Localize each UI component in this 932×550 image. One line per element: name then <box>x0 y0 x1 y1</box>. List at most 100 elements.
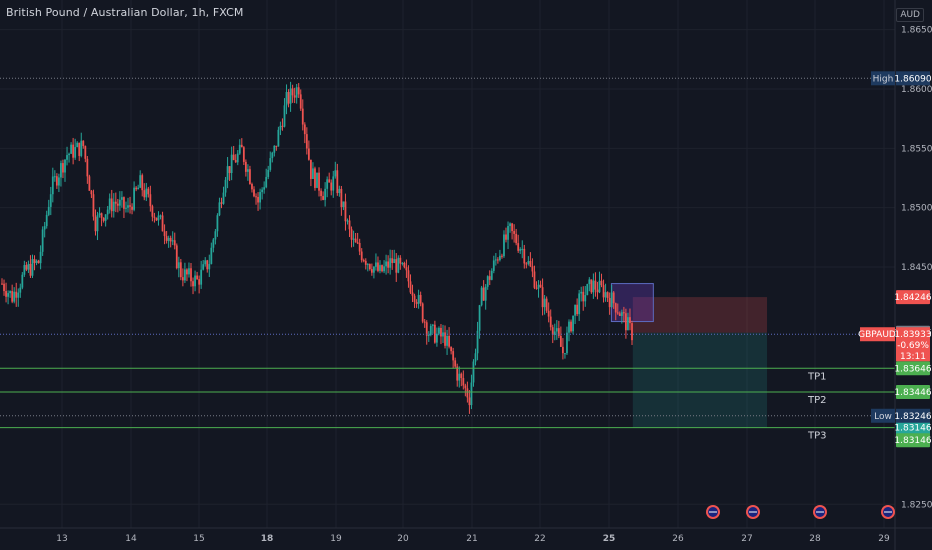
y-tick-label: 1.86500 <box>901 26 932 36</box>
candle-body <box>324 188 327 200</box>
candle-body <box>135 187 138 190</box>
x-axis[interactable]: 13 14 15 18 19 20 21 22 25 26 27 28 29 <box>0 527 932 544</box>
price-tag-text: 1.83446 <box>894 388 931 398</box>
candle-body <box>43 226 46 230</box>
event-icons[interactable] <box>706 505 895 519</box>
candle-body <box>529 261 532 267</box>
price-tag-bg <box>896 361 930 376</box>
candle-body <box>446 335 448 346</box>
event-flag-icon[interactable] <box>881 505 895 519</box>
candle-body <box>559 335 562 347</box>
candle-body <box>582 291 585 302</box>
candle-body <box>519 249 522 251</box>
candle-body <box>330 182 333 191</box>
candle-body <box>29 263 32 276</box>
candle-body <box>391 258 394 263</box>
candle-body <box>123 197 125 209</box>
y-axis[interactable]: 1.86500 1.86000 1.85500 1.85000 1.84500 1.825… <box>894 0 932 550</box>
candle-body <box>574 304 576 316</box>
candle-body <box>336 170 339 194</box>
candle-body <box>598 280 601 293</box>
candle-body <box>253 189 255 197</box>
candle-body <box>499 255 501 261</box>
candle-body <box>200 269 203 285</box>
symbol-tag: GBPAUD <box>858 330 896 340</box>
candle-body <box>438 327 440 334</box>
currency-label[interactable]: AUD <box>896 8 924 22</box>
candle-body <box>68 153 70 156</box>
candle-body <box>204 260 207 265</box>
candle-body <box>531 266 534 272</box>
candle-body <box>612 292 615 304</box>
price-tag-bg <box>896 420 930 435</box>
event-flag-icon[interactable] <box>706 505 720 519</box>
candle-body <box>387 261 390 268</box>
candle-body <box>226 166 229 180</box>
candle-body <box>222 192 225 204</box>
tp-label: TP3 <box>807 431 827 442</box>
candle-body <box>269 158 272 170</box>
candle-body <box>88 176 91 191</box>
y-tick-label: 1.82500 <box>901 500 932 510</box>
candle-body <box>389 258 392 268</box>
candle-body <box>521 248 524 250</box>
candle-body <box>503 234 505 257</box>
candle-body <box>480 287 483 306</box>
candle-body <box>608 298 611 308</box>
candle-body <box>464 385 467 389</box>
candle-body <box>214 231 217 240</box>
candle-body <box>283 105 286 127</box>
candle-body <box>216 215 219 232</box>
price-tag-text: 1.84246 <box>894 293 931 303</box>
candle-body <box>25 265 28 270</box>
candle-body <box>64 159 66 173</box>
candle-body <box>236 153 239 163</box>
candle-body <box>94 216 97 232</box>
candle-body <box>106 209 109 215</box>
candle-body <box>399 257 402 264</box>
candles <box>1 81 633 414</box>
candle-body <box>407 270 410 282</box>
candle-body <box>184 269 186 281</box>
candle-body <box>118 199 121 206</box>
candle-body <box>484 286 487 301</box>
candle-body <box>228 166 231 174</box>
candle-body <box>466 388 469 398</box>
candle-body <box>66 155 68 160</box>
candle-body <box>3 283 5 292</box>
candle-body <box>492 260 495 271</box>
candle-body <box>275 145 278 147</box>
candle-body <box>202 264 205 270</box>
candle-body <box>186 269 188 275</box>
event-flag-icon[interactable] <box>813 505 827 519</box>
candle-body <box>397 257 400 273</box>
candle-body <box>450 346 453 352</box>
tp-label: TP1 <box>807 371 827 382</box>
candle-body <box>474 353 477 362</box>
level-lines: TP1 TP2 TP3 <box>0 77 895 442</box>
candle-body <box>139 175 142 188</box>
x-tick-label: 27 <box>741 534 752 544</box>
candle-body <box>147 188 150 195</box>
candle-body <box>188 268 190 275</box>
candle-body <box>196 275 198 280</box>
x-tick-label: 21 <box>466 534 477 544</box>
candle-body <box>527 261 530 264</box>
candle-body <box>23 265 26 275</box>
candle-body <box>627 317 629 331</box>
grid <box>0 0 895 528</box>
current-price: 1.83933 <box>894 330 931 340</box>
candle-body <box>80 140 83 156</box>
candle-body <box>47 206 50 215</box>
candle-body <box>82 140 85 147</box>
event-flag-icon[interactable] <box>746 505 760 519</box>
price-tag-bg <box>896 433 930 448</box>
candle-body <box>192 281 194 287</box>
candle-body <box>405 267 408 271</box>
candle-body <box>553 331 556 335</box>
x-tick-label: 25 <box>603 534 616 544</box>
candle-body <box>352 238 355 240</box>
candle-body <box>314 168 316 188</box>
candle-body <box>151 206 154 217</box>
